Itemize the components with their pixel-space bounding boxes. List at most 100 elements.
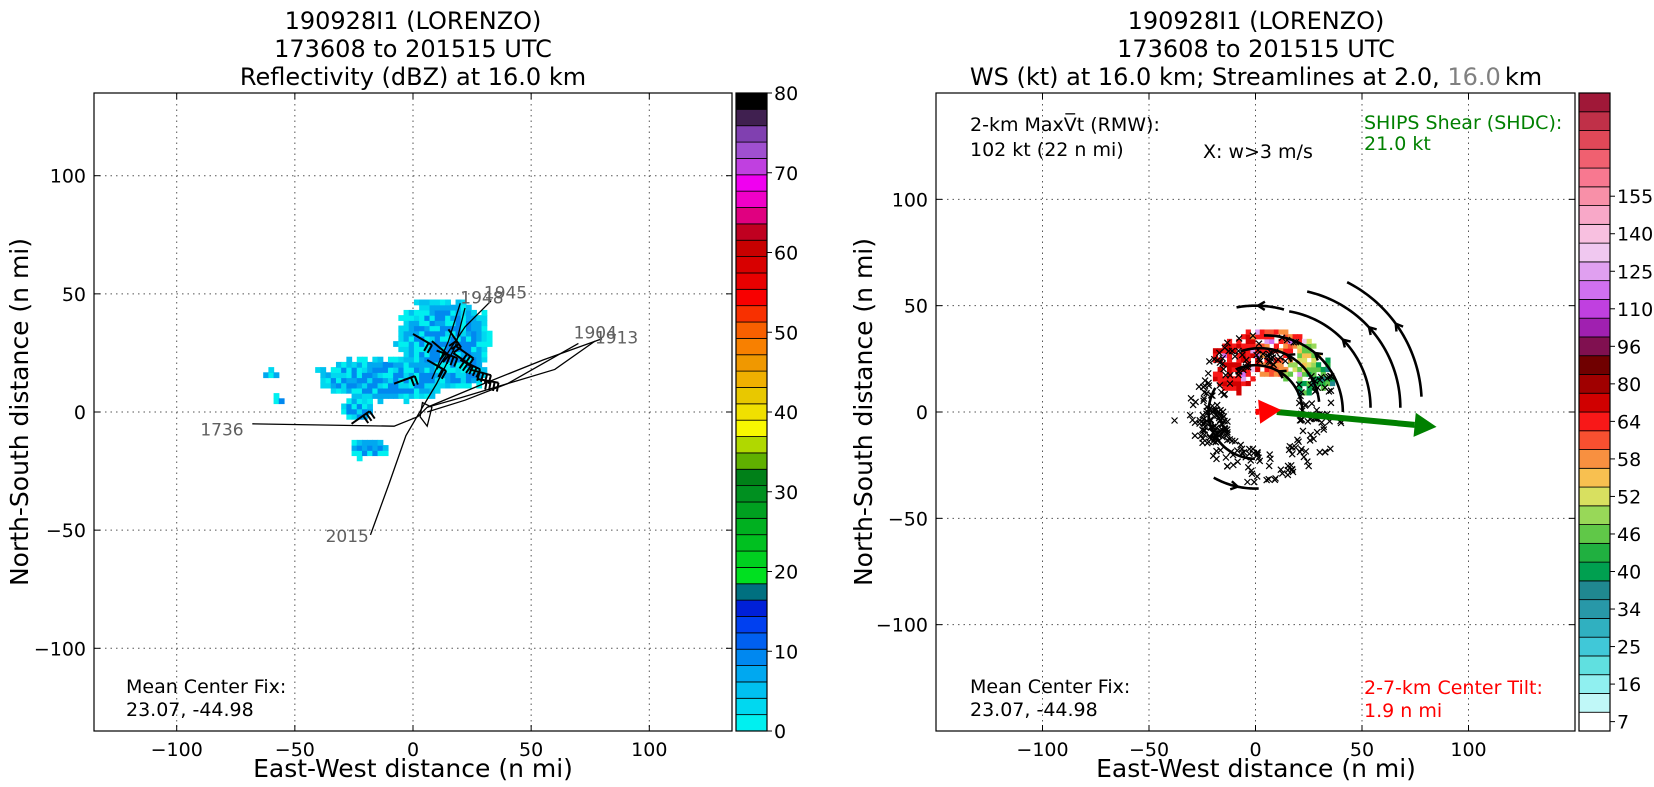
reflectivity-cell: [413, 361, 420, 368]
reflectivity-cell: [439, 299, 446, 306]
wind-speed-cell: [1269, 366, 1275, 373]
reflectivity-cell: [450, 361, 457, 368]
wind-speed-cell: [1259, 371, 1265, 377]
wind-speed-cell: [1231, 348, 1237, 354]
reflectivity-cell: [361, 356, 368, 363]
wind-speed-cell: [1222, 385, 1228, 391]
reflectivity-cell: [351, 398, 358, 405]
reflectivity-cell: [335, 372, 342, 379]
reflectivity-cell: [413, 315, 420, 321]
flight-track: [436, 300, 492, 370]
reflectivity-cell: [450, 372, 457, 379]
reflectivity-cell: [387, 393, 394, 399]
reflectivity-cell: [434, 356, 441, 363]
updraft-x-marker: [1220, 412, 1228, 420]
right-streamlines: [1207, 281, 1423, 491]
wind-speed-cell: [1217, 348, 1223, 354]
colorbar-bin: [735, 714, 768, 732]
left-title-line-1: 190928I1 (LORENZO): [285, 7, 542, 35]
updraft-x-marker: [1253, 472, 1261, 480]
reflectivity-cell: [367, 377, 373, 384]
colorbar-bin: [1578, 392, 1611, 413]
updraft-x-marker: [1186, 411, 1194, 419]
updraft-x-marker: [1200, 397, 1207, 405]
wind-speed-cell: [1301, 371, 1308, 377]
track-time-label: 1904: [574, 324, 617, 344]
reflectivity-cell: [476, 361, 483, 368]
colorbar-bin: [735, 239, 768, 257]
updraft-x-marker: [1195, 383, 1203, 391]
wind-speed-cell: [1297, 366, 1303, 373]
y-tick-label: −50: [46, 520, 86, 542]
reflectivity-cell: [439, 304, 446, 311]
colorbar-bin: [1578, 205, 1611, 225]
reflectivity-cell: [330, 377, 337, 384]
reflectivity-cell: [424, 299, 431, 306]
reflectivity-cell: [476, 341, 483, 347]
updraft-x-marker: [1242, 356, 1250, 364]
wind-barb-flag: [410, 377, 416, 387]
updraft-x-marker: [1265, 462, 1273, 470]
reflectivity-cell: [341, 382, 347, 389]
reflectivity-cell: [387, 382, 394, 389]
wind-speed-cell: [1306, 390, 1312, 396]
reflectivity-cell: [481, 356, 488, 363]
streamline-arrowhead: [1394, 321, 1404, 332]
right-title-line-1: 190928I1 (LORENZO): [1128, 7, 1385, 35]
reflectivity-cell: [403, 351, 410, 358]
updraft-x-marker: [1210, 355, 1218, 363]
colorbar-bin: [735, 272, 768, 290]
wind-speed-cell: [1320, 380, 1326, 387]
reflectivity-cell: [268, 367, 275, 373]
reflectivity-cell: [455, 372, 462, 379]
reflectivity-cell: [382, 377, 389, 384]
updraft-x-marker: [1213, 455, 1220, 463]
updraft-x-marker: [1263, 476, 1271, 484]
reflectivity-cell: [351, 367, 358, 373]
reflectivity-cell: [413, 299, 420, 306]
reflectivity-cell: [419, 346, 425, 353]
updraft-x-marker: [1223, 462, 1231, 470]
streamline-arrowhead: [1341, 338, 1351, 348]
wind-speed-cell: [1226, 343, 1233, 349]
updraft-x-marker: [1218, 433, 1226, 441]
reflectivity-cell: [398, 315, 405, 321]
reflectivity-cell: [341, 387, 347, 394]
y-tick-label: 50: [62, 284, 86, 306]
reflectivity-cell: [351, 393, 358, 399]
reflectivity-cell: [445, 320, 451, 327]
shear-value: 21.0 kt: [1364, 133, 1431, 155]
reflectivity-cell: [398, 361, 405, 368]
wind-speed-cell: [1259, 352, 1265, 359]
wind-speed-cell: [1297, 357, 1303, 363]
wind-speed-cell: [1212, 352, 1219, 359]
updraft-x-marker: [1250, 478, 1258, 486]
updraft-x-marker: [1320, 426, 1328, 433]
wind-speed-cell: [1273, 357, 1280, 363]
updraft-x-marker: [1237, 441, 1245, 449]
reflectivity-cell: [439, 377, 446, 384]
wind-speed-cell: [1311, 362, 1317, 368]
colorbar-bin: [1578, 580, 1611, 601]
reflectivity-cell: [445, 382, 451, 389]
reflectivity-cell: [315, 367, 321, 373]
reflectivity-cell: [356, 450, 363, 457]
reflectivity-cell: [330, 387, 337, 394]
wind-speed-cell: [1283, 371, 1289, 377]
wind-barb-flag: [362, 415, 370, 424]
reflectivity-cell: [419, 393, 425, 399]
updraft-x-marker: [1302, 447, 1310, 455]
colorbar-tick-label: 96: [1617, 336, 1641, 358]
reflectivity-cell: [346, 413, 353, 420]
x-tick-label: −50: [1129, 739, 1169, 761]
updraft-x-marker: [1240, 448, 1248, 456]
wind-speed-cell: [1311, 352, 1317, 359]
reflectivity-cell: [419, 325, 425, 332]
colorbar-frame: [1578, 92, 1611, 732]
colorbar-bin: [1578, 636, 1611, 657]
reflectivity-cell: [465, 377, 472, 384]
wind-speed-cell: [1259, 343, 1265, 349]
reflectivity-cell: [439, 325, 446, 332]
reflectivity-cell: [424, 393, 431, 399]
flight-track: [431, 303, 461, 380]
